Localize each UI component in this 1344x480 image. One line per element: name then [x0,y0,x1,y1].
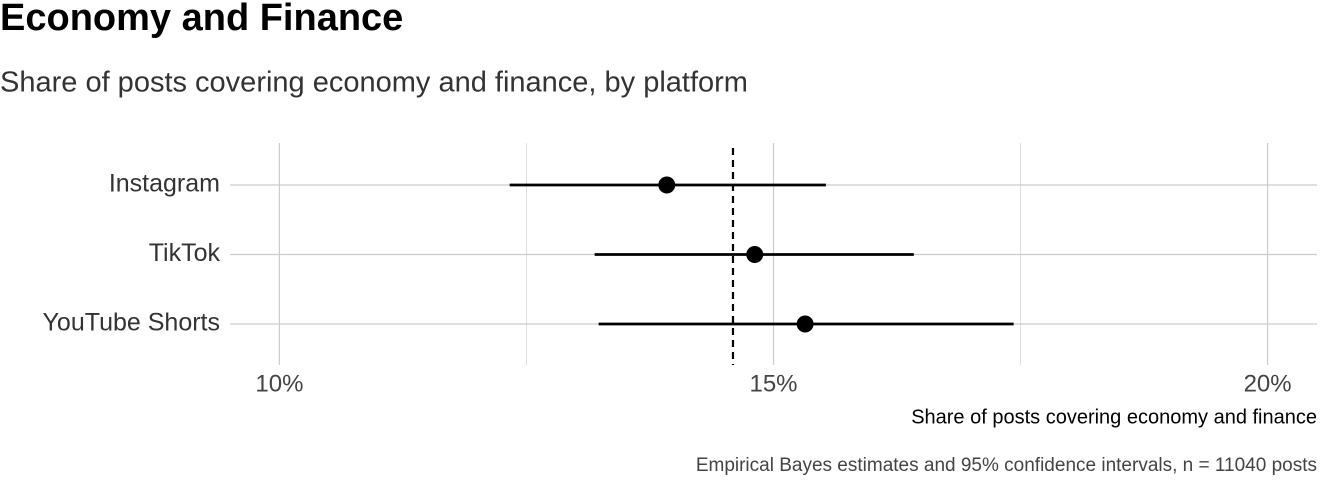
caption: Empirical Bayes estimates and 95% confid… [696,455,1317,476]
point [746,246,764,263]
y-tick-label: YouTube Shorts [43,309,220,337]
x-tick-label: 20% [1244,370,1292,397]
chart-subtitle: Share of posts covering economy and fina… [0,67,748,99]
x-tick-label: 10% [255,370,303,397]
chart-title: Economy and Finance [0,0,403,39]
x-axis-title: Share of posts covering economy and fina… [911,406,1317,428]
x-tick-label: 15% [749,370,797,397]
point [796,315,814,333]
y-tick-label: Instagram [109,170,220,198]
y-tick-label: TikTok [149,239,221,267]
point [658,176,676,194]
